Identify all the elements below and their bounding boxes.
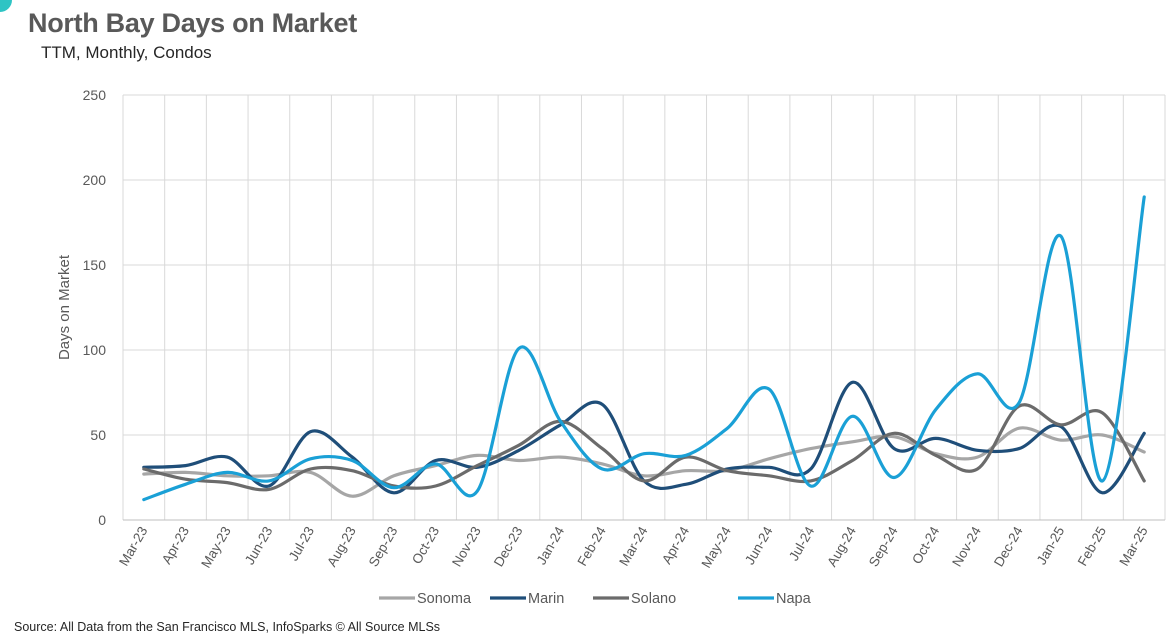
x-tick-label: Feb-24 xyxy=(575,524,610,569)
x-tick-label: Jul-24 xyxy=(786,524,818,564)
series-line-marin xyxy=(142,380,1146,495)
legend-label-marin: Marin xyxy=(528,591,564,607)
x-tick-label: Oct-23 xyxy=(409,524,442,567)
chart-subtitle: TTM, Monthly, Condos xyxy=(41,43,212,62)
x-tick-label: Jan-24 xyxy=(534,524,568,568)
x-tick-label: Feb-25 xyxy=(1075,524,1109,569)
y-axis-title: Days on Market xyxy=(56,254,73,360)
series-line-sonoma xyxy=(142,426,1146,498)
x-tick-label: Nov-24 xyxy=(949,524,984,570)
x-tick-label: Aug-23 xyxy=(324,524,359,569)
x-tick-label: Nov-23 xyxy=(449,524,484,569)
y-tick-label: 100 xyxy=(83,342,107,358)
chart-grid xyxy=(122,94,1166,521)
source-note: Source: All Data from the San Francisco … xyxy=(14,620,441,634)
legend-label-sonoma: Sonoma xyxy=(417,591,472,607)
x-tick-label: May-24 xyxy=(698,524,734,571)
x-tick-label: Sep-23 xyxy=(366,524,401,569)
x-tick-label: Apr-23 xyxy=(159,524,192,567)
x-tick-label: Oct-24 xyxy=(909,524,942,567)
y-tick-label: 250 xyxy=(83,87,107,103)
y-axis-ticks: 0 50 100 150 200 250 xyxy=(83,87,107,528)
x-tick-label: Aug-24 xyxy=(824,524,859,570)
chart-series xyxy=(142,195,1146,502)
x-tick-label: Dec-23 xyxy=(491,524,526,569)
x-tick-label: Dec-24 xyxy=(991,524,1026,570)
x-tick-label: Sep-24 xyxy=(866,524,901,570)
x-tick-label: Jun-24 xyxy=(742,524,776,568)
x-tick-label: Mar-24 xyxy=(616,524,651,569)
y-tick-label: 200 xyxy=(83,172,107,188)
chart-title: North Bay Days on Market xyxy=(28,8,357,38)
y-tick-label: 0 xyxy=(98,512,106,528)
x-axis-ticks: Mar-23 Apr-23 May-23 Jun-23 Jul-23 Aug-23 Sep-… xyxy=(116,524,1151,571)
y-tick-label: 50 xyxy=(90,427,106,443)
x-tick-label: Jul-23 xyxy=(286,524,317,563)
chart-legend: Sonoma Marin Solano Napa xyxy=(379,591,812,607)
x-tick-label: Jun-23 xyxy=(242,524,276,567)
x-tick-label: Apr-24 xyxy=(659,524,692,567)
x-tick-label: Mar-25 xyxy=(1116,524,1150,569)
legend-label-solano: Solano xyxy=(631,591,676,607)
series-line-napa xyxy=(142,195,1146,502)
x-tick-label: Mar-23 xyxy=(116,524,150,569)
y-tick-label: 150 xyxy=(83,257,107,273)
x-tick-label: Jan-25 xyxy=(1034,524,1068,567)
series-line-solano xyxy=(142,403,1146,492)
legend-label-napa: Napa xyxy=(776,591,812,607)
x-tick-label: May-23 xyxy=(198,524,233,570)
